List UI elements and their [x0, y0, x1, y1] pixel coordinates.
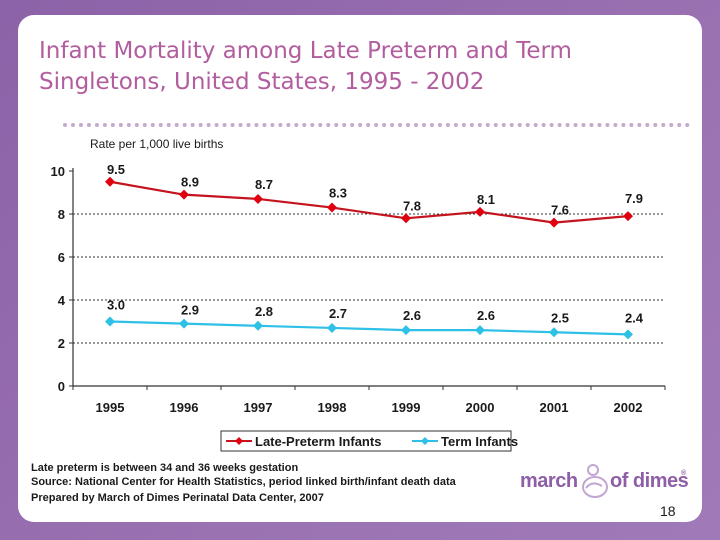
data-point-late-preterm	[327, 202, 337, 213]
data-point-late-preterm	[179, 189, 189, 200]
data-point-term	[327, 322, 337, 333]
footnote-prepared-by: Prepared by March of Dimes Perinatal Dat…	[31, 492, 324, 504]
y-tick-label: 6	[58, 250, 65, 265]
data-point-term	[623, 329, 633, 340]
data-label: 8.9	[181, 175, 199, 190]
data-label: 7.8	[403, 198, 421, 213]
logo-word-of-dimes: of dimes	[610, 470, 689, 492]
data-label: 8.7	[255, 177, 273, 192]
data-label: 2.4	[625, 310, 644, 325]
x-tick-label: 2002	[614, 400, 643, 415]
data-point-term	[253, 320, 263, 331]
data-point-late-preterm	[475, 206, 485, 217]
data-point-term	[475, 325, 485, 336]
legend-marker	[421, 437, 429, 445]
legend-marker	[235, 437, 243, 445]
series-line-late-preterm	[109, 180, 629, 224]
y-tick-label: 10	[51, 164, 65, 179]
data-label: 2.7	[329, 306, 347, 321]
data-point-late-preterm	[623, 211, 633, 222]
page-number: 18	[660, 503, 676, 519]
slide-title: Infant Mortality among Late Preterm and …	[39, 36, 679, 98]
x-tick-label: 1998	[318, 400, 347, 415]
data-point-term	[401, 325, 411, 336]
x-tick-label: 1995	[96, 400, 125, 415]
data-point-late-preterm	[105, 176, 115, 187]
data-point-late-preterm	[401, 213, 411, 224]
data-label: 2.9	[181, 303, 199, 318]
data-label: 8.3	[329, 186, 347, 201]
x-tick-label: 1999	[392, 400, 421, 415]
data-label: 8.1	[477, 192, 495, 207]
x-tick-label: 1996	[170, 400, 199, 415]
legend-box	[220, 430, 512, 452]
x-tick-label: 1997	[244, 400, 273, 415]
data-point-term	[179, 318, 189, 329]
legend-label: Term Infants	[441, 434, 518, 449]
data-point-term	[549, 327, 559, 338]
data-label: 2.8	[255, 304, 273, 319]
legend-label: Late-Preterm Infants	[255, 434, 381, 449]
title-divider	[63, 123, 690, 127]
data-label: 9.5	[107, 162, 125, 177]
logo-word-march: march	[520, 470, 578, 492]
data-label: 3.0	[107, 298, 125, 313]
title-line-2: Singletons, United States, 1995 - 2002	[39, 69, 485, 95]
data-label: 7.9	[625, 191, 643, 206]
y-axis-label: Rate per 1,000 live births	[90, 137, 224, 151]
line-chart: 0 2 4 6 8 10 1995 1996 1997 1998 1999 2000 2001 2002 9…	[51, 162, 666, 452]
title-line-1: Infant Mortality among Late Preterm and …	[39, 38, 572, 64]
registered-mark: ®	[681, 470, 686, 477]
march-of-dimes-logo: march of dimes ®	[520, 462, 690, 502]
data-label: 2.5	[551, 310, 569, 325]
y-tick-label: 4	[58, 293, 66, 308]
x-tick-label: 2001	[540, 400, 569, 415]
data-label: 2.6	[403, 308, 421, 323]
data-point-late-preterm	[253, 193, 263, 204]
data-point-term	[105, 316, 115, 327]
footnote-definition: Late preterm is between 34 and 36 weeks …	[31, 462, 299, 474]
footnote-source: Source: National Center for Health Stati…	[31, 476, 456, 488]
x-tick-label: 2000	[466, 400, 495, 415]
data-label: 2.6	[477, 308, 495, 323]
y-tick-label: 0	[58, 379, 65, 394]
data-point-late-preterm	[549, 217, 559, 228]
y-tick-label: 8	[58, 207, 65, 222]
data-label: 7.6	[551, 203, 569, 218]
y-tick-label: 2	[58, 336, 65, 351]
series-line-term	[109, 320, 629, 336]
mother-child-icon	[582, 464, 608, 498]
